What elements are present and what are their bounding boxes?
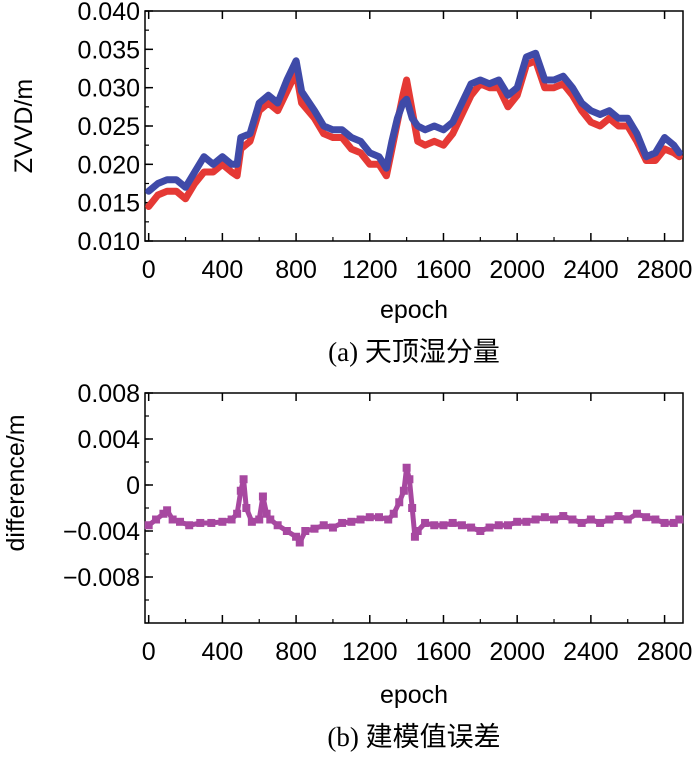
y-tick-label: 0.025: [77, 113, 140, 141]
x-tick-label: 1600: [416, 256, 472, 284]
y-tick-label: 0.008: [77, 380, 140, 408]
x-tick-label: 1200: [342, 256, 398, 284]
chart-a-y-axis-title: ZVVD/m: [10, 79, 38, 173]
x-tick-label: 1600: [416, 638, 472, 666]
y-tick-label: 0.020: [77, 151, 140, 179]
x-tick-label: 0: [142, 256, 156, 284]
x-tick-label: 2400: [563, 256, 619, 284]
chart-b-y-axis-title: difference/m: [2, 414, 30, 551]
chart-b-x-axis-title: epoch: [380, 681, 448, 709]
chart-b: 0 400 800 1200 1600 2000 2400 2800 0.008 0.004 0 −…: [2, 380, 692, 752]
data-point: [675, 515, 684, 524]
x-tick-label: 400: [202, 256, 244, 284]
x-tick-label: 2400: [563, 638, 619, 666]
x-tick-label: 800: [275, 638, 317, 666]
chart-b-y-tick-labels: 0.008 0.004 0 −0.004 −0.008: [63, 380, 140, 592]
chart-a-caption: (a) 天顶湿分量: [328, 337, 500, 367]
chart-b-caption: (b) 建模值误差: [327, 722, 500, 752]
chart-a: 0 400 800 1200 1600 2000 2400 2800 0.0100.0150.…: [10, 0, 692, 367]
x-tick-label: 1200: [342, 638, 398, 666]
chart-b-ticks: [145, 392, 666, 624]
chart-a-ticks: [145, 10, 666, 242]
x-tick-label: 2800: [637, 638, 693, 666]
y-tick-label: −0.008: [63, 564, 140, 592]
y-tick-label: 0: [126, 472, 140, 500]
x-tick-label: 0: [142, 638, 156, 666]
x-tick-label: 800: [275, 256, 317, 284]
x-tick-label: 2000: [489, 638, 545, 666]
x-tick-label: 2000: [489, 256, 545, 284]
series-line-0: [145, 57, 683, 210]
x-tick-label: 400: [202, 638, 244, 666]
y-tick-label: 0.015: [77, 190, 140, 218]
series-trace: [147, 465, 681, 545]
x-tick-label: 2800: [637, 256, 693, 284]
y-tick-label: 0.010: [77, 228, 140, 256]
chart-a-series: [145, 49, 683, 210]
chart-a-y-tick-labels: 0.010 0.015 0.020 0.025 0.030 0.035 0.040: [77, 0, 140, 256]
series-line-1: [145, 49, 683, 195]
y-tick-label: 0.035: [77, 36, 140, 64]
chart-b-series: [144, 463, 684, 547]
y-tick-label: −0.004: [63, 518, 140, 546]
chart-b-x-tick-labels: 0 400 800 1200 1600 2000 2400 2800: [142, 638, 693, 666]
y-tick-label: 0.030: [77, 75, 140, 103]
chart-a-x-tick-labels: 0 400 800 1200 1600 2000 2400 2800: [142, 256, 693, 284]
y-tick-label: 0.004: [77, 426, 140, 454]
y-tick-label: 0.040: [77, 0, 140, 26]
chart-a-x-axis-title: epoch: [380, 296, 448, 324]
